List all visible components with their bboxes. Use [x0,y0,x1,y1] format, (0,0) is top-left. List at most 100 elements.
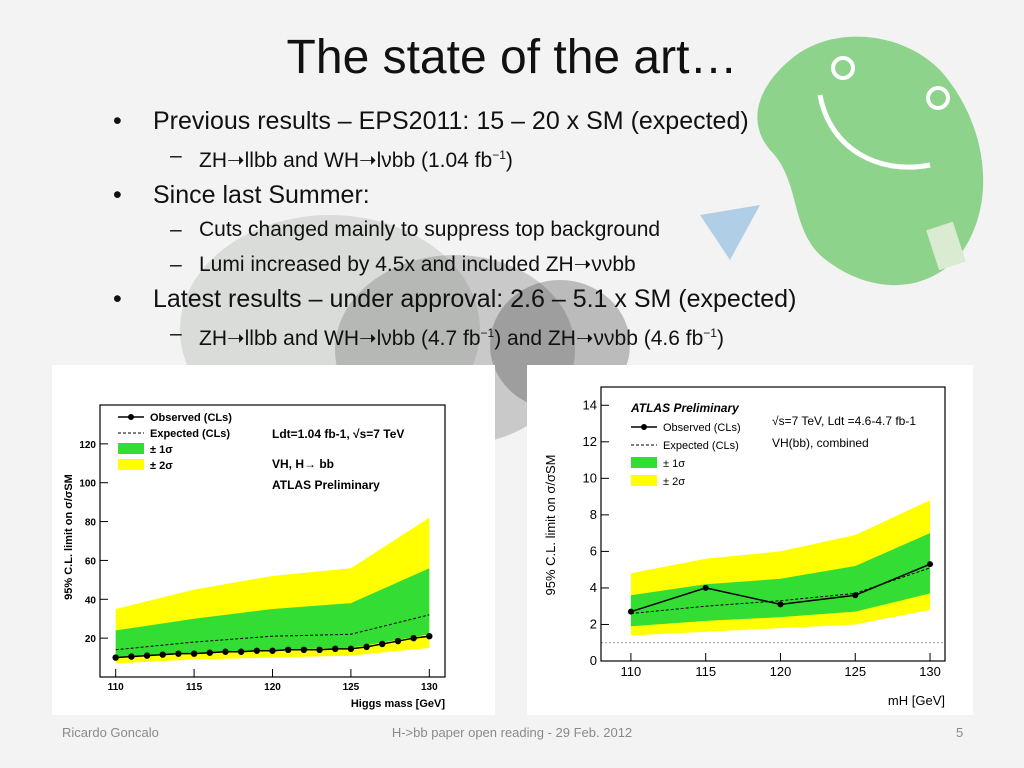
y-tick-label: 0 [590,653,597,668]
footer-author: Ricardo Goncalo [62,725,159,740]
arrow-icon: ➝ [227,327,245,350]
y-axis-label: 95% C.L. limit on σ/σSM [543,454,558,595]
legend-2sigma-swatch [118,459,144,470]
observed-point [159,651,166,658]
slide-title: The state of the art… [286,31,738,84]
chart-annotation: VH, H→ bb [272,457,334,471]
y-tick-label: 40 [85,595,97,606]
observed-point [332,645,339,653]
chart-annotation: Ldt=1.04 fb-1, √s=7 TeV [272,427,404,441]
legend-2sigma-label: ± 2σ [150,460,173,472]
x-tick-label: 115 [695,664,716,679]
y-tick-label: 20 [85,634,97,645]
observed-point [852,592,859,599]
chart-right: 110 115 120 125 130 0 2 4 6 8 10 12 14 mH [GeV] 95% C.… [543,386,946,708]
sub-bullet-1-1: – ZH➝llbb and WH➝lνbb (1.04 fb−1) [170,144,513,172]
legend-observed-label: Observed (CLs) [150,412,232,424]
observed-point [347,645,355,653]
y-tick-label: 80 [85,518,97,529]
chart-panel-right: 110 115 120 125 130 0 2 4 6 8 10 12 14 mH [GeV] 95% C.… [527,365,973,715]
observed-point [206,649,213,656]
arrow-icon: ➝ [575,327,594,350]
observed-point [927,561,934,568]
sub-bullet-2-1: – Cuts changed mainly to suppress top bac… [170,218,661,241]
observed-point [284,646,292,653]
arrow-icon: ➝ [227,149,245,172]
band-1sigma [630,533,931,627]
arrow-icon: ➝ [359,149,377,172]
observed-point [253,647,261,654]
arrow-icon: ➝ [359,327,377,350]
observed-point [128,653,135,660]
sub-bullet-2-2: – Lumi increased by 4.5x and included ZH➝… [170,253,636,276]
observed-point [363,643,370,651]
observed-point [627,608,634,615]
observed-point [190,650,198,657]
bullet-list: Previous results – EPS2011: 15 – 20 x SM… [113,104,973,356]
legend-1sigma-swatch [631,457,657,468]
observed-point [269,647,276,654]
y-tick-label: 2 [590,616,597,631]
legend-2sigma-swatch [631,475,657,486]
y-axis-label: 95% C.L. limit on σ/σSM [63,474,75,600]
x-tick-label: 110 [621,664,642,679]
expected-line [115,614,430,651]
x-tick-label: 115 [186,682,203,693]
observed-point [175,650,182,657]
observed-point [426,633,433,640]
arrow-icon: ➝ [573,253,592,276]
observed-point [702,584,709,591]
chart-annotation: √s=7 TeV, Ldt =4.6-4.7 fb-1 [772,414,916,428]
legend-observed-label: Observed (CLs) [663,422,741,434]
y-tick-label: 12 [583,434,597,449]
observed-point [316,646,323,653]
legend-1sigma-swatch [118,443,144,454]
legend-2sigma-label: ± 2σ [663,476,685,488]
observed-point [394,637,402,645]
y-tick-label: 10 [583,470,597,485]
x-axis-label: Higgs mass [GeV] [351,698,445,710]
y-tick-label: 8 [590,507,597,522]
observed-point [410,634,417,642]
bullet-2: Since last Summer: [113,178,973,212]
sub-bullet-3-1: – ZH➝llbb and WH➝lνbb (4.7 fb−1) and ZH➝ν… [170,322,724,350]
y-tick-label: 4 [590,580,597,595]
chart-annotation: ATLAS Preliminary [272,478,380,492]
legend-expected-label: Expected (CLs) [663,440,739,452]
bullet-1: Previous results – EPS2011: 15 – 20 x SM… [113,104,973,138]
x-tick-label: 130 [919,664,941,679]
x-tick-label: 120 [264,682,281,693]
x-axis-label: mH [GeV] [888,693,945,708]
x-tick-label: 130 [421,682,438,693]
bullet-3: Latest results – under approval: 2.6 – 5… [113,282,973,316]
legend-expected-label: Expected (CLs) [150,428,230,440]
chart-annotation: VH(bb), combined [772,436,869,450]
x-tick-label: 125 [844,664,866,679]
footer-event: H->bb paper open reading - 29 Feb. 2012 [391,725,633,740]
x-tick-label: 125 [343,682,360,693]
y-tick-label: 14 [583,397,597,412]
y-tick-label: 100 [79,479,96,490]
observed-point [777,601,784,608]
x-tick-label: 120 [770,664,792,679]
plot-frame [600,386,946,662]
y-tick-label: 120 [79,440,96,451]
band-1sigma [115,568,430,658]
observed-point [300,646,308,653]
y-tick-label: 60 [85,556,97,567]
chart-annotation: ATLAS Preliminary [630,401,740,415]
x-tick-label: 110 [108,682,125,693]
footer-page-number: 5 [956,725,964,740]
observed-point [379,640,386,648]
observed-point [143,652,151,659]
legend-1sigma-label: ± 1σ [663,458,685,470]
observed-point [222,648,229,655]
chart-panel-left: 110 115 120 125 130 20 40 60 80 100 120 Higgs mass … [52,365,495,715]
y-tick-label: 6 [590,543,597,558]
observed-point [112,654,119,661]
legend-observed-marker [128,414,134,420]
legend-observed-marker [641,424,647,430]
chart-left: 110 115 120 125 130 20 40 60 80 100 120 Higgs mass … [63,404,446,710]
observed-point [237,648,245,655]
legend-1sigma-label: ± 1σ [150,444,173,456]
